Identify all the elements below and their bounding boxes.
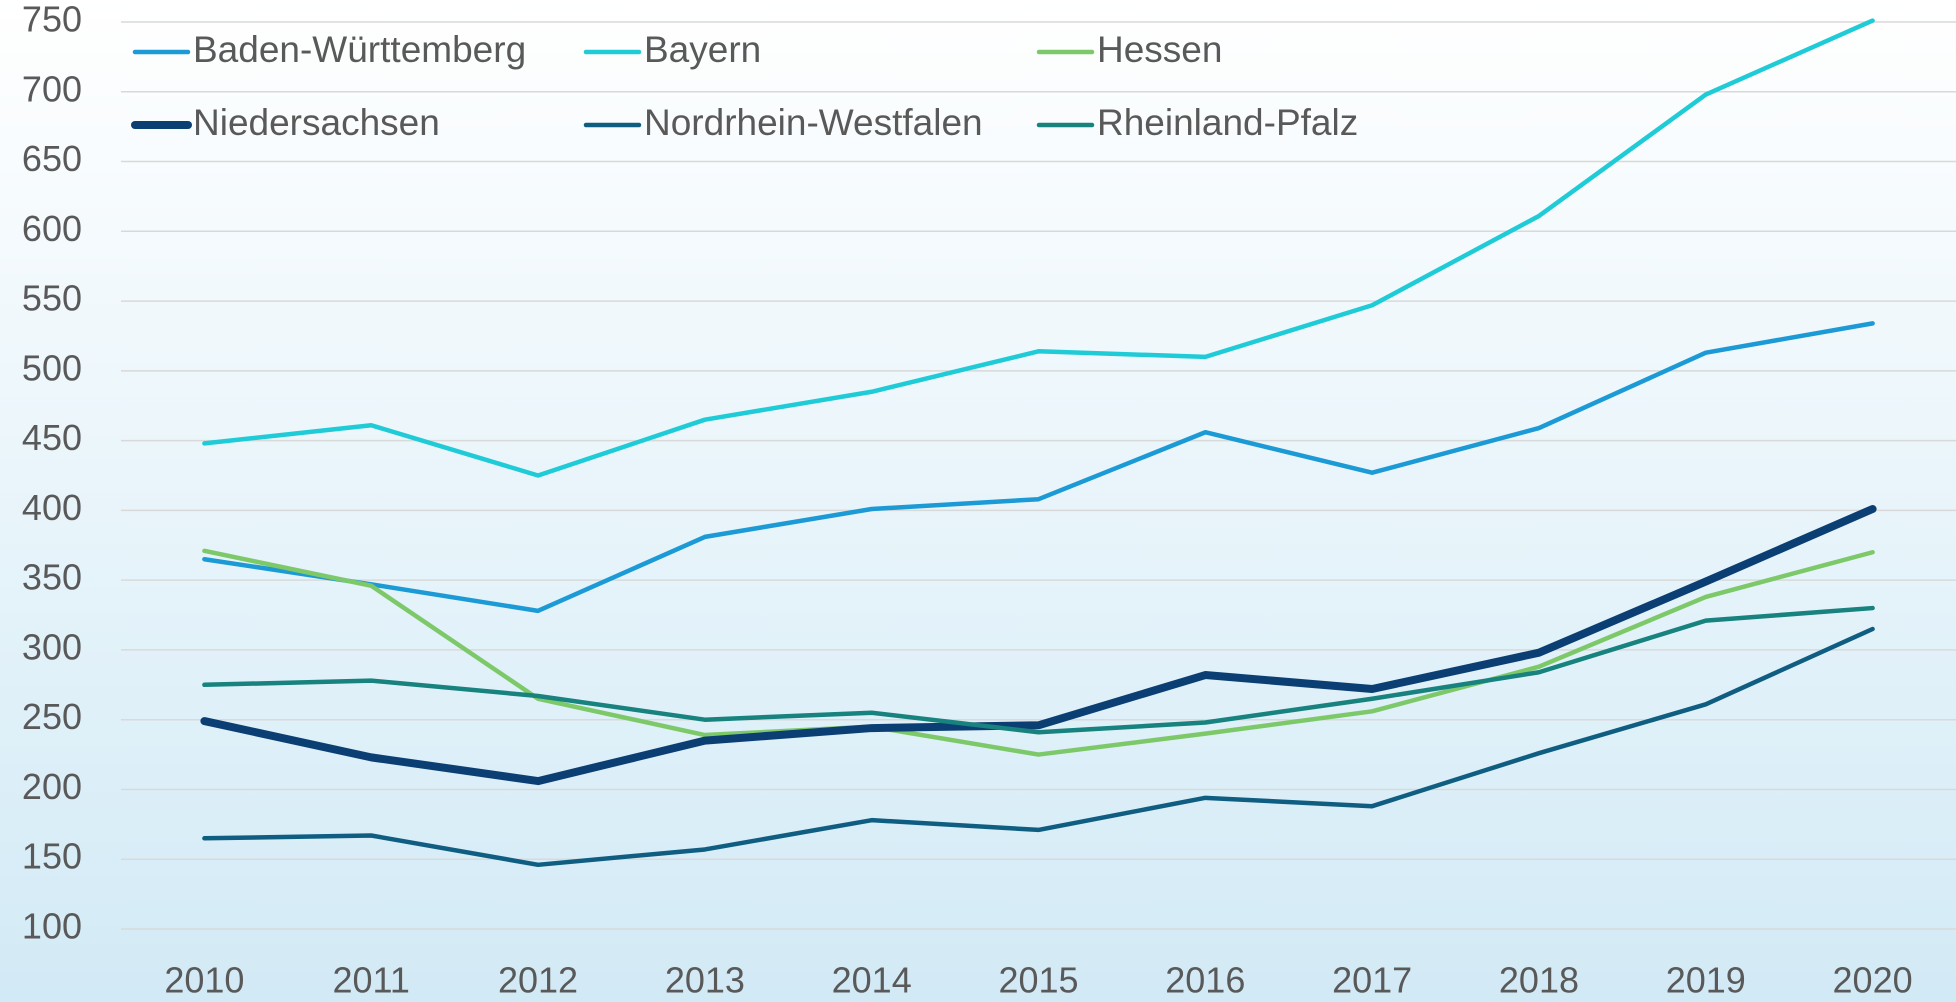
y-tick-label: 300: [22, 626, 82, 667]
y-tick-label: 450: [22, 417, 82, 458]
y-tick-label: 650: [22, 138, 82, 179]
y-tick-label: 250: [22, 696, 82, 737]
x-tick-label: 2017: [1332, 960, 1412, 1001]
series-line: [200, 504, 1877, 786]
y-tick-label: 100: [22, 906, 82, 947]
legend-label: Nordrhein-Westfalen: [644, 102, 983, 143]
y-tick-label: 200: [22, 766, 82, 807]
legend-label: Baden-Württemberg: [193, 29, 526, 70]
y-tick-label: 600: [22, 208, 82, 249]
x-tick-label: 2016: [1165, 960, 1245, 1001]
x-tick-label: 2011: [333, 960, 410, 1001]
x-tick-label: 2019: [1666, 960, 1746, 1001]
legend-label: Hessen: [1097, 29, 1222, 70]
x-tick-label: 2015: [998, 960, 1078, 1001]
y-tick-label: 350: [22, 557, 82, 598]
legend-label: Niedersachsen: [193, 102, 440, 143]
legend-label: Rheinland-Pfalz: [1097, 102, 1358, 143]
legend-label: Bayern: [644, 29, 761, 70]
x-tick-label: 2020: [1833, 960, 1913, 1001]
series-line: [202, 18, 1875, 478]
x-tick-label: 2010: [164, 960, 244, 1001]
series-line: [202, 605, 1875, 735]
x-tick-label: 2012: [498, 960, 578, 1001]
y-tick-label: 400: [22, 487, 82, 528]
series-line: [202, 321, 1875, 614]
x-tick-label: 2014: [832, 960, 912, 1001]
y-tick-label: 750: [22, 0, 82, 40]
x-tick-label: 2013: [665, 960, 745, 1001]
series-line: [202, 626, 1875, 868]
x-tick-label: 2018: [1499, 960, 1579, 1001]
y-tick-label: 150: [22, 836, 82, 877]
y-tick-label: 550: [22, 278, 82, 319]
y-tick-label: 500: [22, 347, 82, 388]
series-line: [202, 548, 1875, 757]
y-tick-label: 700: [22, 68, 82, 109]
